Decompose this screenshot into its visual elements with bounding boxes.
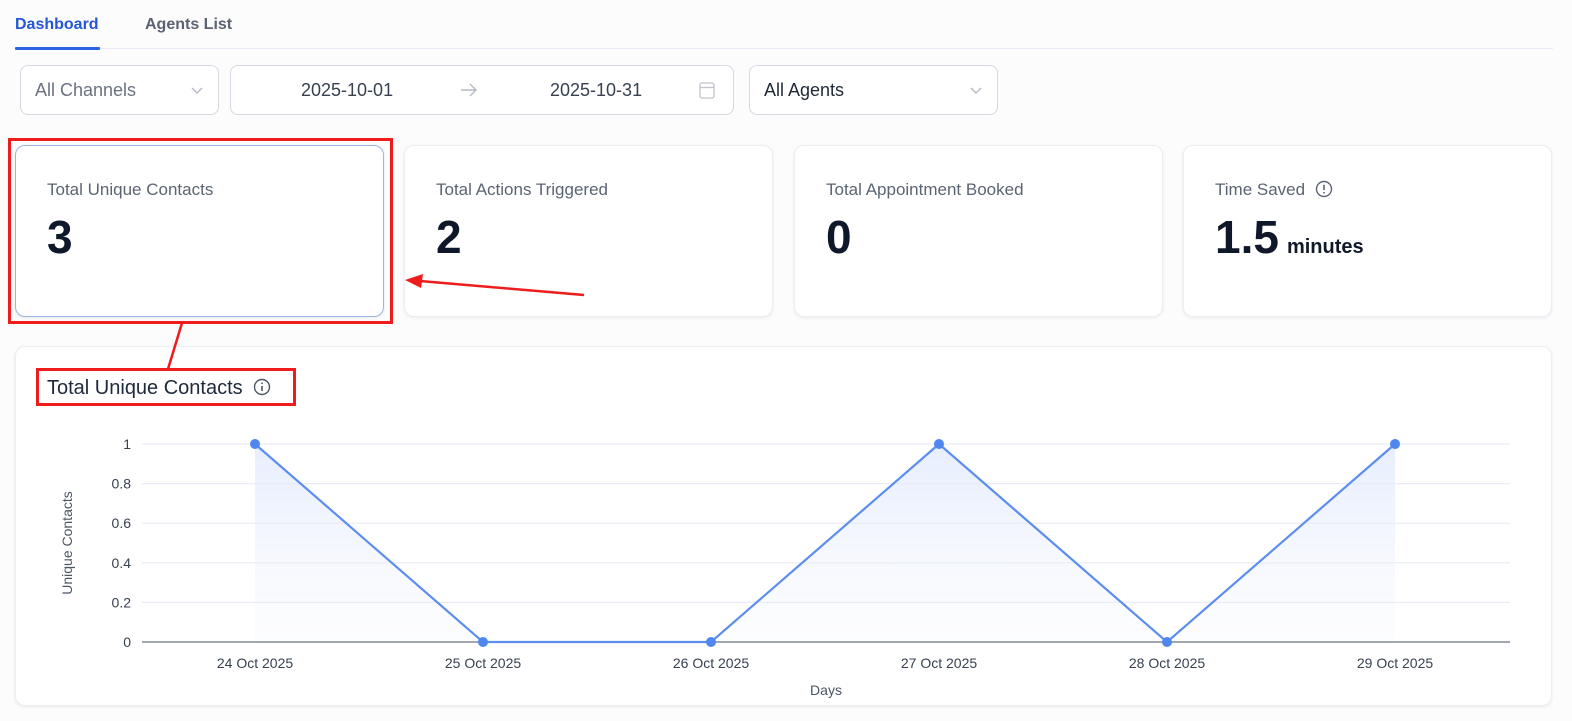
data-line [254, 442, 1396, 644]
chevron-down-icon [191, 87, 203, 94]
data-point [706, 637, 716, 647]
end-date-input[interactable]: 2025-10-31 [550, 80, 643, 100]
y-tick-label: 0.4 [112, 555, 132, 571]
data-point [934, 439, 944, 449]
arrow-right-icon [461, 83, 477, 97]
y-tick-label: 0.6 [112, 515, 132, 531]
data-point [250, 439, 260, 449]
y-tick-label: 0.8 [112, 476, 132, 492]
data-point [1390, 439, 1400, 449]
tab-dashboard-label: Dashboard [15, 15, 99, 33]
x-tick-label: 24 Oct 2025 [217, 655, 293, 671]
tab-dashboard[interactable]: Dashboard [15, 0, 100, 50]
tab-agents-list[interactable]: Agents List [145, 0, 232, 49]
stat-label-row: Time Saved [1215, 180, 1333, 200]
stat-label: Total Actions Triggered [436, 180, 608, 199]
chevron-down-icon [970, 87, 982, 94]
y-tick-label: 0.2 [112, 594, 132, 610]
start-date-input[interactable]: 2025-10-01 [301, 80, 394, 100]
stat-value: 2 [436, 211, 462, 263]
stat-value: 1.5 [1215, 211, 1279, 263]
date-range-picker[interactable]: 2025-10-01 2025-10-31 [230, 65, 734, 115]
x-tick-label: 29 Oct 2025 [1357, 655, 1433, 671]
alert-circle-icon[interactable] [1315, 180, 1333, 198]
y-tick-label: 1 [123, 436, 131, 452]
x-tick-label: 27 Oct 2025 [901, 655, 977, 671]
y-tick-label: 0 [123, 634, 131, 650]
x-tick-label: 26 Oct 2025 [673, 655, 749, 671]
tab-agents-list-label: Agents List [145, 15, 233, 33]
stat-unit: minutes [1286, 236, 1364, 258]
tab-bar: Dashboard Agents List [15, 0, 1553, 50]
agent-select-value: All Agents [764, 79, 845, 100]
x-axis-label: Days [810, 682, 842, 698]
y-axis-label: Unique Contacts [59, 491, 75, 595]
data-point [478, 637, 488, 647]
channel-select-value: All Channels [35, 79, 137, 100]
stat-value-row: 1.5 minutes [1215, 214, 1364, 260]
x-tick-label: 28 Oct 2025 [1129, 655, 1205, 671]
x-tick-label: 25 Oct 2025 [445, 655, 521, 671]
data-point [1162, 637, 1172, 647]
stat-card-appointments-booked[interactable]: Total Appointment Booked 0 [794, 145, 1163, 317]
stat-label: Total Appointment Booked [826, 180, 1024, 199]
stat-value: 0 [826, 211, 852, 263]
calendar-icon [699, 82, 715, 99]
stat-label: Time Saved [1215, 180, 1306, 199]
agent-select[interactable]: All Agents [749, 65, 998, 115]
stat-card-time-saved[interactable]: Time Saved 1.5 minutes [1183, 145, 1552, 317]
channel-select[interactable]: All Channels [20, 65, 219, 115]
